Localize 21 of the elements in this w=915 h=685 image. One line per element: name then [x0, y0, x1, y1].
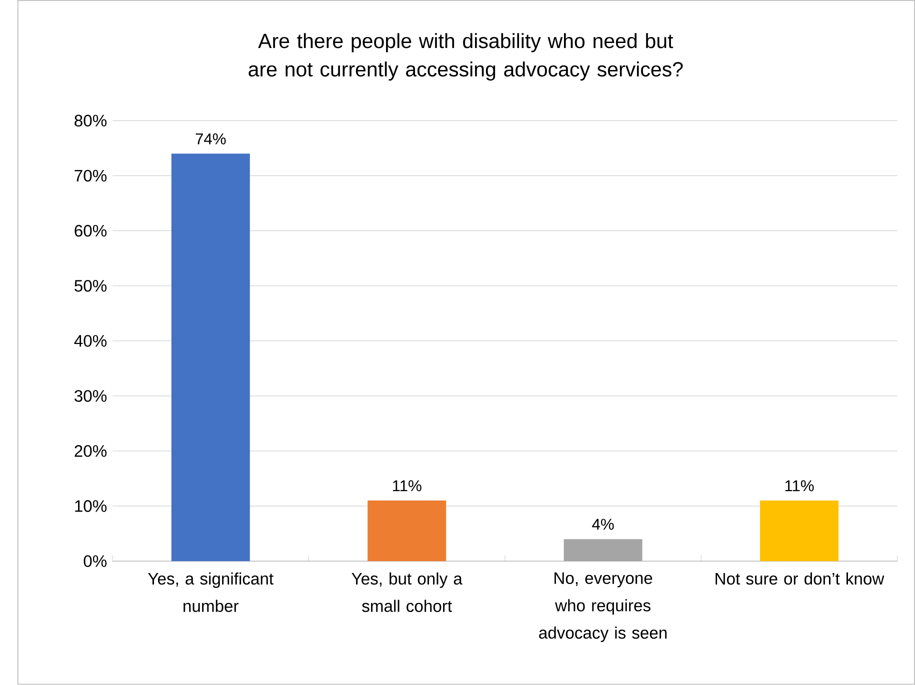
bar	[171, 154, 250, 562]
bar	[760, 500, 838, 562]
chart-title: Are there people with disability who need but are not currently accessing advocacy services?	[248, 33, 683, 81]
x-tick-label: Yes, but only a small cohort	[352, 572, 462, 612]
y-tick-label: 70%	[74, 170, 107, 182]
y-tick-label: 40%	[74, 335, 107, 347]
y-tick-label: 80%	[74, 114, 107, 127]
y-tick-label: 60%	[74, 225, 107, 237]
y-tick-label: 20%	[74, 445, 107, 458]
bar	[368, 500, 446, 562]
data-label: 11%	[392, 480, 422, 492]
y-tick-label: 10%	[75, 500, 107, 512]
x-tick-label: Not sure or don’t know	[716, 572, 884, 585]
data-label: 74%	[196, 134, 226, 144]
y-tick-label: 30%	[74, 390, 107, 402]
data-label: 11%	[785, 480, 814, 492]
x-tick-label: No, everyone who requires advocacy is seen	[539, 572, 667, 642]
y-tick-label: 0%	[84, 555, 107, 568]
y-tick-label: 50%	[74, 280, 107, 292]
data-label: 4%	[592, 518, 614, 530]
x-tick-label: Yes, a significant number	[148, 572, 274, 612]
